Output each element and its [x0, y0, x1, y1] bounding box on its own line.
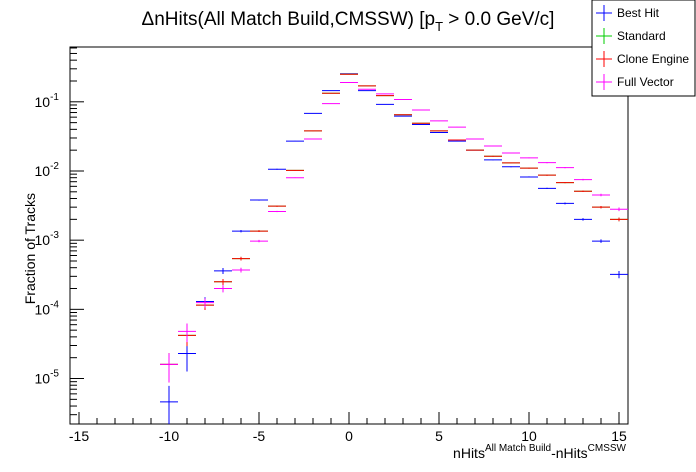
data-point [232, 229, 250, 233]
data-point [286, 140, 304, 142]
data-point [160, 385, 178, 424]
data-point [178, 323, 196, 343]
data-point [448, 140, 466, 142]
data-point [520, 176, 538, 178]
x-tick-label: 0 [345, 428, 353, 444]
chart-title: ΔnHits(All Match Build,CMSSW) [pT > 0.0 … [142, 9, 555, 34]
y-tick-label: 10-2 [35, 161, 60, 179]
data-point [448, 139, 466, 141]
x-tick-label: 10 [521, 428, 537, 444]
legend-item: Standard [596, 28, 666, 44]
data-point [610, 270, 628, 279]
data-point [610, 207, 628, 212]
x-tick-label: -5 [253, 428, 266, 444]
data-point [484, 159, 502, 161]
data-point [520, 157, 538, 159]
data-point [538, 187, 556, 190]
y-tick-label: 10-1 [35, 92, 60, 110]
legend-label: Best Hit [617, 6, 660, 20]
series-best-hit [160, 73, 628, 424]
data-point [214, 285, 232, 293]
data-point [268, 168, 286, 170]
legend-label: Standard [617, 29, 666, 43]
data-point [556, 181, 574, 184]
data-point [592, 239, 610, 243]
y-tick-label: 10-5 [35, 369, 60, 387]
data-point [502, 166, 520, 168]
legend-label: Clone Engine [617, 52, 689, 66]
series-full-vector [160, 82, 628, 383]
data-point [232, 267, 250, 273]
data-point [250, 199, 268, 201]
x-axis-title-sup-a: All Match Build [485, 443, 551, 454]
data-point [250, 239, 268, 243]
y-tick-label: 10-4 [35, 299, 60, 317]
legend-item: Full Vector [596, 74, 674, 90]
legend-item: Best Hit [596, 5, 660, 21]
data-point [520, 167, 538, 169]
chart-title-subscript: T [435, 19, 443, 34]
data-point [286, 177, 304, 179]
data-point [214, 278, 232, 285]
data-point [286, 169, 304, 171]
data-point [466, 138, 484, 140]
x-tick-label: 15 [611, 428, 627, 444]
data-point [502, 152, 520, 154]
data-point [484, 145, 502, 147]
data-point [538, 174, 556, 176]
chart-title-tail: > 0.0 GeV/c] [443, 9, 554, 30]
x-axis-title: nHitsAll Match Build-nHitsCMSSW [453, 443, 627, 461]
y-tick-label: 10-3 [35, 230, 60, 248]
x-tick-label: 5 [435, 428, 443, 444]
data-point [178, 342, 196, 372]
y-axis-ticks: 10-5 10-4 10-3 10-2 10-1 [35, 47, 84, 416]
data-point [610, 217, 628, 222]
data-point [196, 298, 214, 308]
legend-label: Full Vector [617, 75, 674, 89]
data-point [250, 230, 268, 233]
data-point [574, 190, 592, 192]
x-axis-title-sup-b: CMSSW [588, 443, 627, 454]
x-axis-title-b: -nHits [551, 445, 588, 461]
data-point [484, 155, 502, 157]
data-point [574, 218, 592, 221]
data-point [268, 210, 286, 213]
series-layer [160, 73, 628, 424]
data-point [538, 162, 556, 164]
data-point [556, 166, 574, 169]
legend: Best Hit Standard Clone Engine Full Vector [591, 0, 696, 97]
data-point [574, 178, 592, 181]
data-point [268, 205, 286, 207]
x-tick-label: -10 [159, 428, 179, 444]
data-point [160, 353, 178, 383]
y-axis-title: Fraction of Tracks [22, 193, 38, 304]
data-point [448, 126, 466, 128]
x-axis-ticks: -15 -10 -5 0 5 10 15 [69, 412, 627, 444]
data-point [556, 202, 574, 205]
data-point [592, 193, 610, 197]
legend-item: Clone Engine [596, 51, 689, 67]
legend-box [591, 0, 696, 97]
data-point [466, 149, 484, 151]
data-point [502, 162, 520, 164]
data-point [232, 256, 250, 261]
x-tick-label: -15 [69, 428, 89, 444]
data-point [214, 267, 232, 275]
data-point [592, 205, 610, 209]
